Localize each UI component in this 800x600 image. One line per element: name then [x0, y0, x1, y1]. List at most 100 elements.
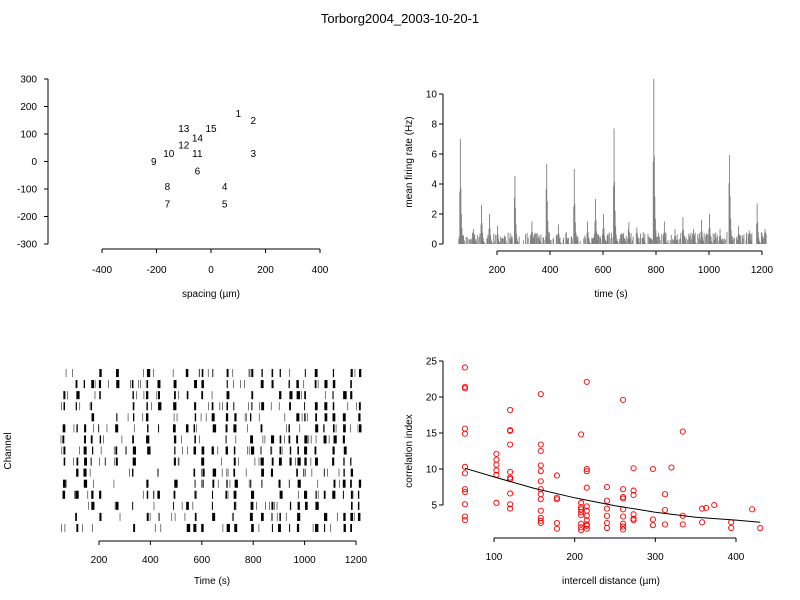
firing-rate-bar — [458, 238, 460, 244]
spike-mark — [332, 380, 336, 389]
firing-rate-bar — [486, 239, 488, 244]
firing-rate-bar — [757, 222, 759, 244]
spike-mark — [352, 490, 354, 499]
spike-mark — [172, 369, 174, 378]
firing-rate-y-ticks: 0 2 4 6 8 10 — [426, 90, 443, 251]
spike-mark — [279, 369, 281, 378]
firing-rate-bar — [500, 238, 502, 244]
firing-rate-bar — [712, 233, 714, 244]
firing-rate-bar — [614, 210, 616, 244]
spike-mark — [99, 369, 102, 378]
firing-rate-x-tick-label: 600 — [595, 265, 612, 276]
spike-mark — [153, 490, 155, 499]
firing-rate-bar — [466, 237, 468, 244]
firing-rate-bar — [688, 233, 690, 244]
spike-mark — [261, 468, 265, 477]
firing-rate-bar — [726, 232, 728, 244]
spike-mark — [260, 424, 263, 433]
firing-rate-bar — [711, 242, 713, 244]
firing-rate-bar — [498, 238, 499, 244]
spike-mark — [119, 512, 121, 521]
firing-rate-bar — [587, 231, 589, 244]
firing-rate-x-tick-label: 800 — [648, 265, 665, 276]
firing-rate-bar — [575, 237, 577, 244]
firing-rate-y-tick-label: 0 — [431, 240, 437, 251]
electrode-label-10: 10 — [163, 149, 175, 160]
spike-mark — [94, 391, 96, 400]
firing-rate-bar — [458, 236, 460, 244]
spike-mark — [212, 490, 214, 499]
firing-rate-bar — [584, 235, 586, 244]
firing-rate-bar — [596, 234, 598, 244]
spike-mark — [146, 380, 148, 389]
firing-rate-bar — [525, 234, 526, 244]
firing-rate-bar — [573, 169, 575, 244]
firing-rate-bar — [516, 233, 517, 244]
firing-rate-bar — [533, 237, 534, 244]
firing-rate-bar — [493, 233, 495, 244]
spike-mark — [324, 380, 328, 389]
firing-rate-bar — [624, 242, 626, 244]
spike-mark — [346, 391, 347, 400]
spike-mark — [83, 446, 87, 455]
spike-mark — [289, 446, 292, 455]
firing-rate-bar — [654, 218, 656, 244]
firing-rate-bar — [681, 230, 683, 244]
electrode-x-tick-label: 200 — [257, 265, 274, 276]
spike-mark — [279, 446, 282, 455]
firing-rate-bar — [548, 237, 550, 244]
firing-rate-bar — [489, 214, 490, 244]
firing-rate-bar — [587, 221, 588, 244]
firing-rate-bar — [716, 238, 718, 244]
spike-mark — [265, 501, 266, 510]
spike-mark — [202, 479, 204, 488]
spike-mark — [125, 446, 127, 455]
firing-rate-bar — [741, 235, 743, 244]
firing-rate-bar — [513, 197, 515, 244]
spike-mark — [349, 523, 351, 532]
firing-rate-bar — [632, 239, 634, 244]
spike-mark — [117, 369, 118, 378]
firing-rate-bar — [575, 232, 577, 244]
spike-mark — [298, 490, 299, 499]
firing-rate-bar — [616, 241, 618, 244]
spike-mark — [75, 380, 78, 389]
electrode-label-2: 2 — [250, 116, 256, 127]
correlation-point — [461, 463, 469, 470]
spike-mark — [358, 479, 362, 488]
firing-rate-bar — [605, 240, 607, 244]
spike-mark — [245, 468, 247, 477]
correlation-point — [578, 520, 585, 527]
spike-mark — [279, 490, 283, 499]
firing-rate-bar — [748, 237, 750, 244]
firing-rate-bar — [664, 231, 666, 244]
spike-mark — [76, 391, 80, 400]
spike-mark — [115, 501, 119, 510]
spike-mark — [83, 380, 85, 389]
firing-rate-bar — [610, 238, 612, 244]
correlation-point — [661, 506, 669, 514]
firing-rate-bar — [740, 243, 742, 244]
spike-mark — [222, 402, 223, 411]
firing-rate-bar — [529, 234, 531, 244]
firing-rate-bar — [649, 237, 651, 244]
spike-mark — [177, 457, 179, 466]
spike-mark — [240, 380, 241, 389]
spike-mark — [315, 413, 317, 422]
spike-mark — [294, 457, 296, 466]
firing-rate-bar — [536, 232, 538, 244]
spike-mark — [194, 435, 196, 444]
firing-rate-bar — [629, 237, 631, 244]
firing-rate-bar — [465, 237, 467, 244]
firing-rate-bar — [472, 232, 473, 244]
spike-mark — [205, 413, 207, 422]
spike-mark — [221, 468, 223, 477]
spike-mark — [99, 512, 102, 521]
spike-mark — [103, 435, 105, 444]
firing-rate-bar — [532, 237, 534, 244]
spike-mark — [301, 413, 303, 422]
correlation-x-tick-label: 400 — [728, 552, 745, 563]
electrode-x-tick-label: -200 — [146, 265, 166, 276]
spike-mark — [143, 391, 145, 400]
